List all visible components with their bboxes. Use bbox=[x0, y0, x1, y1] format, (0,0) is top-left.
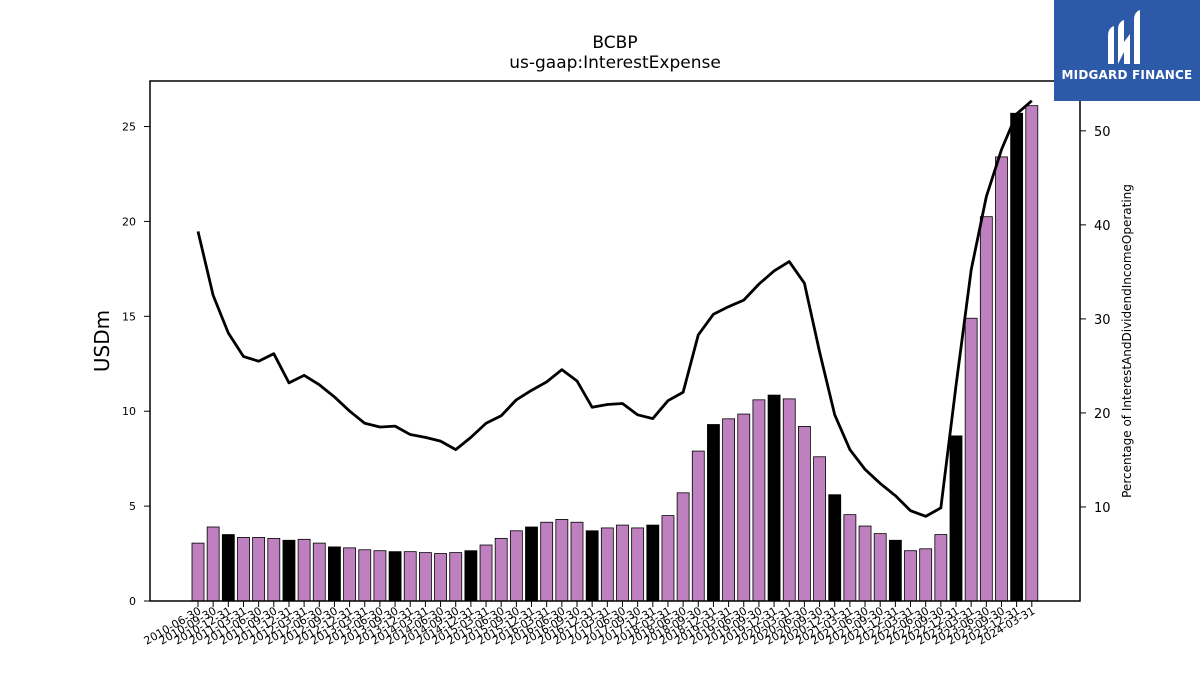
bar bbox=[979, 216, 993, 602]
y-tick-label: 0 bbox=[129, 595, 136, 608]
bar bbox=[919, 548, 933, 602]
bar bbox=[813, 456, 826, 602]
bar bbox=[646, 524, 660, 602]
bar bbox=[934, 534, 948, 602]
bar bbox=[1025, 105, 1039, 602]
bar bbox=[707, 424, 720, 602]
bar bbox=[434, 553, 447, 602]
bar bbox=[888, 539, 902, 602]
bar bbox=[328, 546, 341, 602]
bar bbox=[767, 394, 781, 602]
y2-tick-label: 40 bbox=[1094, 219, 1111, 234]
bar bbox=[373, 550, 387, 602]
bar bbox=[737, 413, 751, 602]
bar bbox=[312, 542, 326, 602]
bar bbox=[267, 537, 281, 602]
bar bbox=[479, 544, 493, 602]
bar bbox=[555, 518, 569, 602]
brand-name: MIDGARD FINANCE bbox=[1061, 68, 1193, 82]
brand-logo: MIDGARD FINANCE bbox=[1054, 0, 1200, 101]
y2-axis-label: Percentage of InterestAndDividendIncomeO… bbox=[1120, 184, 1134, 498]
bar bbox=[676, 492, 690, 602]
bar bbox=[722, 418, 735, 602]
bar bbox=[1010, 112, 1024, 602]
bar bbox=[843, 514, 857, 602]
y-tick-label: 5 bbox=[129, 500, 136, 513]
bar bbox=[206, 526, 220, 602]
bar bbox=[616, 524, 629, 602]
bar bbox=[873, 533, 887, 602]
bar bbox=[358, 549, 372, 602]
bar bbox=[237, 537, 250, 602]
bar bbox=[403, 551, 417, 602]
y2-tick-label: 10 bbox=[1094, 501, 1111, 516]
bar bbox=[494, 537, 508, 602]
plot-frame bbox=[149, 80, 1081, 602]
bar bbox=[828, 494, 842, 602]
bar bbox=[252, 537, 266, 602]
y-tick-label: 25 bbox=[122, 121, 136, 134]
y2-tick-label: 30 bbox=[1094, 313, 1111, 328]
bar bbox=[221, 534, 235, 602]
bar bbox=[540, 521, 554, 602]
bar bbox=[585, 530, 599, 602]
bar bbox=[995, 156, 1008, 602]
bar bbox=[949, 435, 963, 602]
bar bbox=[782, 398, 796, 602]
bar bbox=[343, 547, 357, 602]
y-tick-label: 15 bbox=[122, 310, 136, 323]
bar bbox=[388, 551, 402, 602]
line-series bbox=[196, 99, 1033, 518]
y-tick-label: 20 bbox=[122, 215, 136, 228]
bar bbox=[525, 526, 538, 602]
bar bbox=[191, 542, 205, 602]
chart-subtitle: us-gaap:InterestExpense bbox=[509, 53, 721, 73]
bar bbox=[752, 399, 766, 602]
bar bbox=[418, 552, 432, 602]
bar bbox=[297, 538, 311, 602]
bar bbox=[661, 515, 675, 602]
bar bbox=[798, 425, 811, 602]
y-tick-label: 10 bbox=[122, 405, 136, 418]
y2-tick-label: 50 bbox=[1094, 125, 1111, 140]
y2-tick-label: 20 bbox=[1094, 407, 1111, 422]
bar bbox=[509, 530, 523, 602]
y-axis-label: USDm bbox=[90, 310, 114, 372]
logo-mark-icon bbox=[1108, 10, 1140, 64]
bar bbox=[600, 527, 614, 602]
bar bbox=[464, 550, 478, 602]
bar bbox=[691, 450, 705, 602]
bar bbox=[964, 317, 978, 602]
bar bbox=[282, 539, 296, 602]
bar bbox=[631, 527, 645, 602]
bar bbox=[570, 521, 584, 602]
bar bbox=[449, 552, 463, 602]
bar bbox=[904, 550, 917, 602]
bar bbox=[858, 525, 872, 602]
chart-title: BCBP bbox=[592, 33, 637, 53]
